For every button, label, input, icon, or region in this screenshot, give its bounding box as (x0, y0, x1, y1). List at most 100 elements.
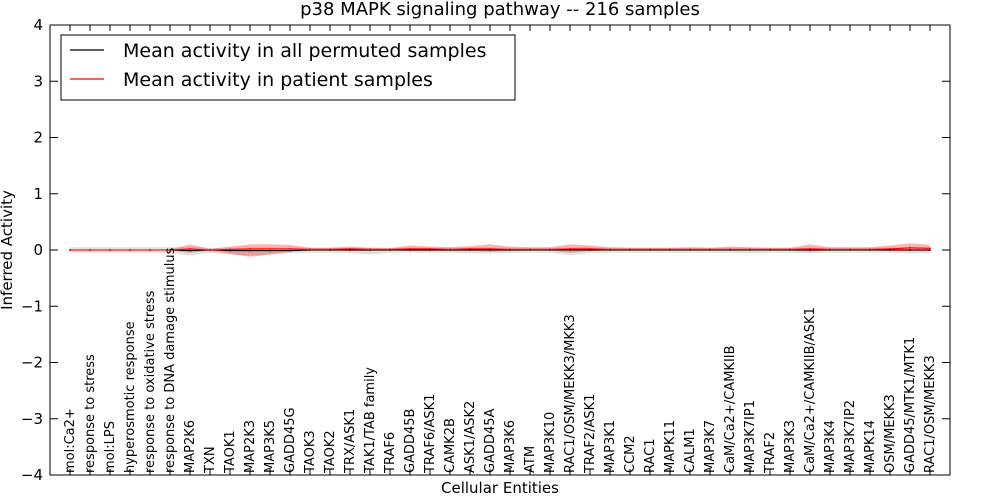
x-category-label: TXN (203, 446, 218, 474)
x-category-label: TRAF6 (383, 432, 398, 474)
x-category-label: TRAF6/ASK1 (423, 394, 438, 474)
y-tick-label: −1 (21, 297, 43, 315)
line-patient-point (129, 249, 131, 251)
line-patient-point (709, 248, 711, 251)
line-permuted-point (249, 249, 251, 252)
line-patient-point (489, 248, 491, 250)
line-patient-point (749, 248, 751, 251)
x-category-label: OSM/MEKK3 (883, 394, 898, 473)
line-patient-point (109, 249, 111, 251)
line-patient-point (449, 248, 451, 251)
y-tick-label: −4 (21, 466, 43, 484)
y-tick-label: −3 (21, 410, 43, 428)
line-patient-point (229, 248, 231, 251)
line-patient-point (329, 248, 331, 251)
line-patient-point (549, 248, 551, 251)
x-category-label: MAP3K3 (783, 420, 798, 473)
x-category-label: response to DNA damage stimulus (163, 247, 178, 473)
y-tick-label: −2 (21, 354, 43, 372)
x-category-label: MAP2K3 (243, 420, 258, 473)
line-patient-point (349, 248, 351, 250)
line-permuted-point (289, 249, 291, 252)
x-category-label: CaM/Ca2+/CAMKIIB (723, 345, 738, 473)
x-category-label: GADD45B (403, 409, 418, 473)
line-permuted (70, 249, 930, 252)
x-category-label: MAP3K1 (603, 420, 618, 473)
line-patient-point (909, 246, 911, 249)
line-patient-point (569, 248, 571, 250)
x-category-label: response to oxidative stress (143, 290, 158, 473)
y-tick-label: 1 (33, 185, 43, 203)
x-category-label: MAPK11 (663, 420, 678, 473)
legend: Mean activity in all permuted samples Me… (60, 34, 516, 101)
x-axis-categories: mol:Ca2+ response to stress mol:LPS hyperos… (63, 25, 938, 475)
x-category-label: TAK1/TAB family (363, 367, 378, 474)
x-category-label: TAOK1 (223, 430, 238, 474)
x-category-label: RAC1 (643, 438, 658, 473)
legend-box (60, 34, 516, 101)
x-category-label: hyperosmotic response (123, 321, 138, 473)
x-category-label: TRX/ASK1 (343, 409, 358, 474)
x-category-label: ASK1/ASK2 (463, 401, 478, 473)
x-category-label: MAP3K6 (503, 420, 518, 473)
y-tick-label: 3 (33, 72, 43, 90)
line-patient-point (769, 248, 771, 251)
x-category-label: TAOK2 (323, 430, 338, 474)
x-category-label: MAPK14 (863, 420, 878, 473)
x-category-label: GADD45G (283, 407, 298, 473)
x-axis-label: Cellular Entities (441, 479, 559, 497)
x-category-label: CALM1 (683, 428, 698, 473)
legend-label-patient: Mean activity in patient samples (123, 69, 433, 91)
line-patient-point (409, 248, 411, 250)
line-patient-point (609, 248, 611, 251)
x-category-label: MAP3K7 (703, 420, 718, 473)
line-patient-point (389, 248, 391, 251)
x-category-label: MAP3K7IP1 (743, 400, 758, 473)
line-patient-point (649, 248, 651, 251)
line-patient-point (829, 248, 831, 251)
line-patient-point (269, 248, 271, 250)
x-category-label: TRAF2/ASK1 (583, 394, 598, 474)
line-patient-point (89, 249, 91, 251)
line-patient-point (289, 248, 291, 250)
line-patient-point (469, 248, 471, 250)
line-patient-point (869, 248, 871, 251)
line-patient-point (209, 249, 211, 251)
line-patient-point (149, 249, 151, 251)
line-patient-point (509, 248, 511, 251)
y-tick-label: 0 (33, 241, 43, 259)
line-patient-point (789, 248, 791, 251)
line-patient-point (629, 248, 631, 251)
x-category-label: CCM2 (623, 435, 638, 473)
y-axis: 4 3 2 1 0 −1 −2 −3 −4 (21, 16, 950, 484)
line-patient-point (589, 248, 591, 250)
x-category-label: response to stress (83, 354, 98, 473)
line-patient-point (309, 248, 311, 251)
line-patient-point (529, 248, 531, 251)
line-patient-point (429, 248, 431, 250)
line-patient-point (729, 248, 731, 251)
x-category-label: ATM (523, 446, 538, 473)
x-category-label: mol:Ca2+ (63, 408, 78, 473)
line-permuted-point (269, 249, 271, 252)
series-lines (69, 246, 931, 252)
chart-title: p38 MAPK signaling pathway -- 216 sample… (300, 0, 700, 20)
line-patient-point (189, 248, 191, 250)
x-category-label: GADD45A (483, 408, 498, 473)
line-patient-point (69, 249, 71, 251)
x-category-label: TRAF2 (763, 432, 778, 474)
line-patient-point (849, 248, 851, 251)
y-tick-label: 4 (33, 16, 43, 34)
x-category-label: RAC1/OSM/MEKK3/MKK3 (563, 314, 578, 473)
y-tick-label: 2 (33, 129, 43, 147)
x-category-label: MAP3K10 (543, 412, 558, 473)
line-patient-point (809, 248, 811, 250)
line-patient-point (929, 247, 931, 250)
line-patient-point (169, 249, 171, 251)
line-patient-point (249, 248, 251, 250)
x-category-label: RAC1/OSM/MEKK3 (923, 355, 938, 473)
x-category-label: CAMK2B (443, 418, 458, 473)
x-category-label: CaM/Ca2+/CAMKIIB/ASK1 (803, 307, 818, 473)
x-category-label: MAP3K4 (823, 420, 838, 473)
